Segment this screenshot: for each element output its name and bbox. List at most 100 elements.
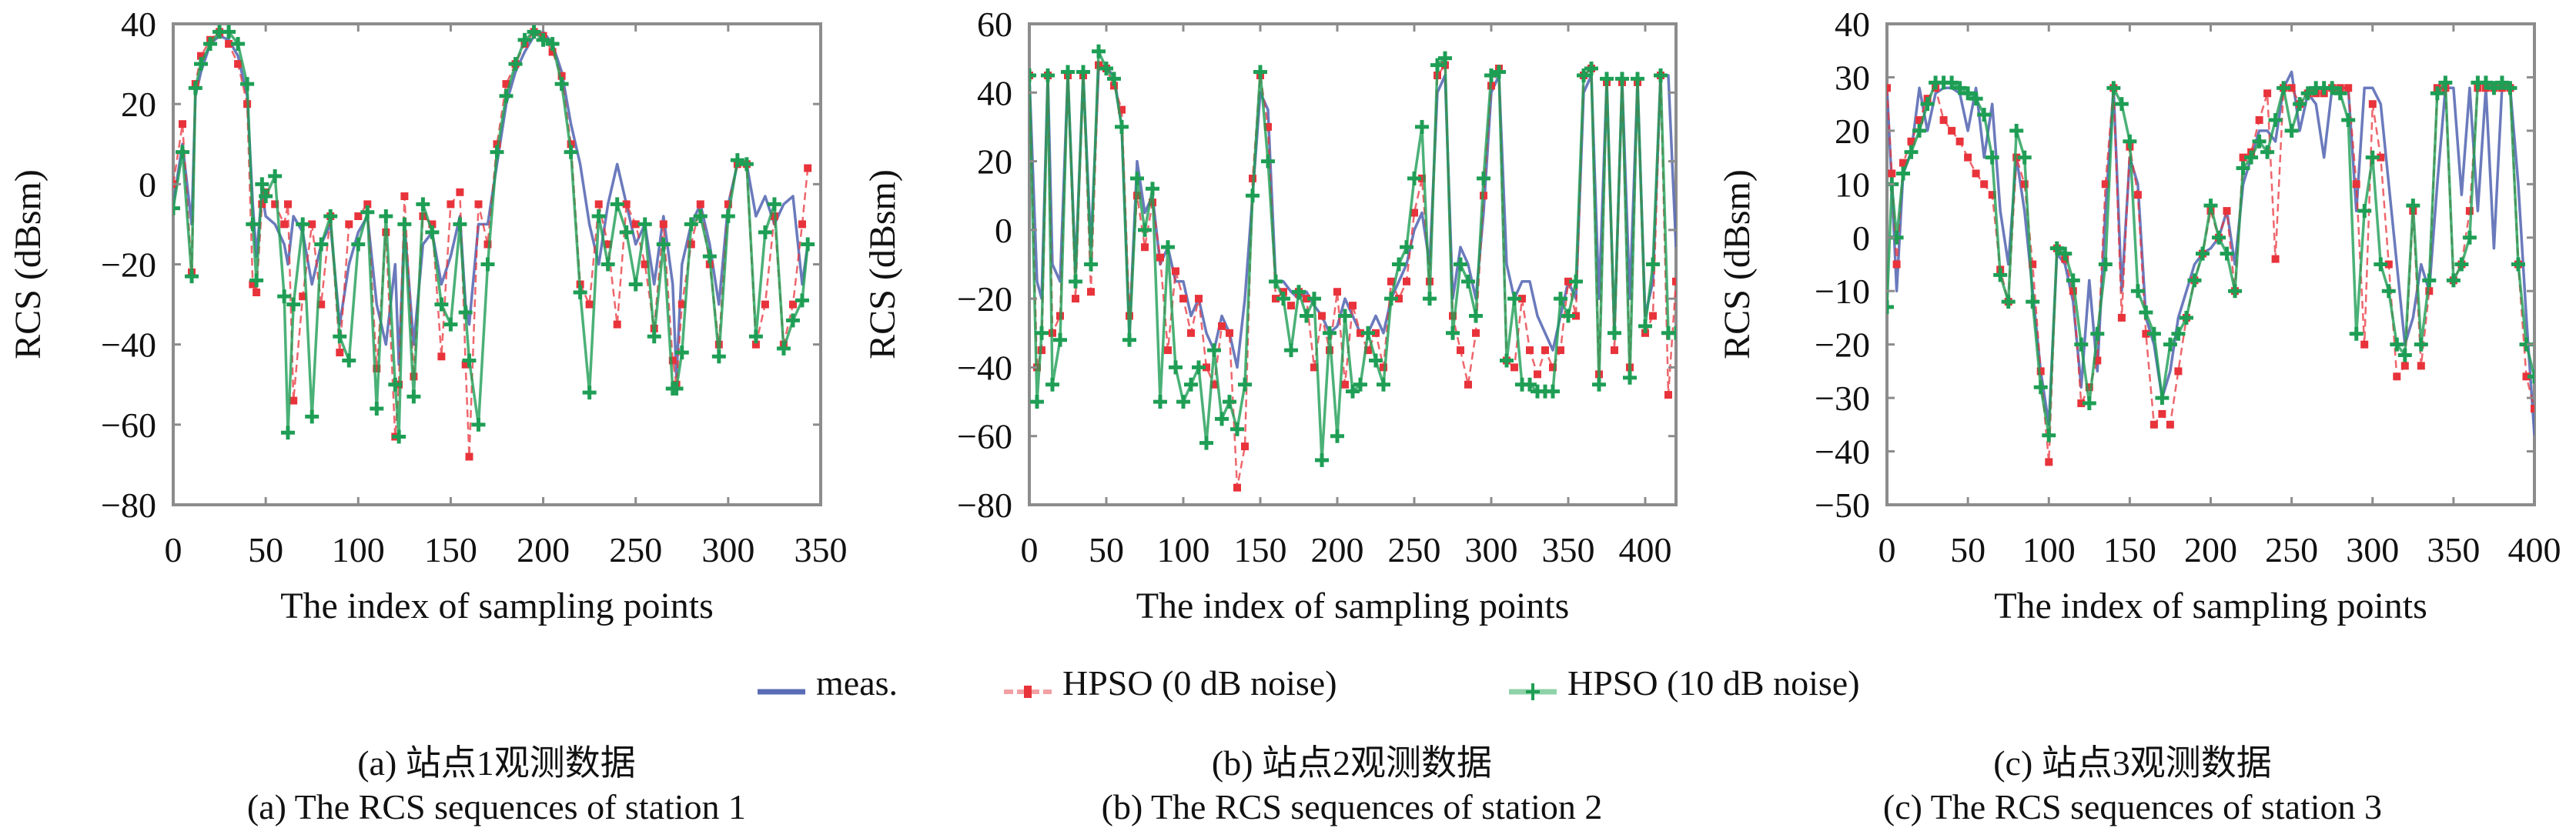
data-point-hpso-10db bbox=[2374, 257, 2388, 272]
data-point-hpso-10db bbox=[785, 313, 800, 328]
data-point-hpso-10db bbox=[2155, 391, 2170, 406]
data-point-hpso-0db bbox=[2158, 409, 2166, 418]
data-point-hpso-10db bbox=[669, 381, 684, 396]
data-point-hpso-10db bbox=[259, 189, 273, 203]
data-point-hpso-10db bbox=[392, 429, 406, 444]
data-point-hpso-0db bbox=[1172, 267, 1179, 275]
x-tick-label: 350 bbox=[2427, 530, 2480, 569]
data-point-hpso-10db bbox=[739, 157, 754, 172]
data-point-hpso-10db bbox=[2082, 396, 2096, 411]
data-point-hpso-10db bbox=[1423, 292, 1437, 306]
data-point-hpso-10db bbox=[1896, 166, 1911, 181]
data-point-hpso-0db bbox=[289, 396, 298, 405]
y-tick-label: −50 bbox=[1815, 486, 1870, 525]
x-tick-label: 350 bbox=[795, 530, 848, 569]
data-point-hpso-10db bbox=[1053, 332, 1067, 347]
data-point-hpso-0db bbox=[2101, 180, 2109, 189]
data-point-hpso-10db bbox=[1300, 309, 1313, 323]
data-point-hpso-0db bbox=[1141, 243, 1149, 252]
data-point-hpso-0db bbox=[804, 164, 812, 172]
legend-item-hpso-0db: HPSO (0 dB noise) bbox=[1002, 656, 1337, 709]
y-tick-label: −60 bbox=[957, 417, 1012, 456]
y-tick-label: 40 bbox=[121, 5, 156, 44]
data-point-hpso-10db bbox=[2009, 123, 2024, 138]
data-point-hpso-0db bbox=[798, 220, 806, 229]
data-point-hpso-0db bbox=[284, 200, 292, 209]
data-point-hpso-10db bbox=[619, 225, 634, 239]
data-point-hpso-0db bbox=[2085, 383, 2093, 392]
data-point-hpso-10db bbox=[2026, 295, 2040, 309]
data-point-hpso-0db bbox=[502, 80, 510, 88]
data-point-hpso-10db bbox=[1107, 72, 1121, 86]
data-point-hpso-10db bbox=[480, 257, 495, 272]
x-tick-label: 100 bbox=[2022, 530, 2076, 569]
data-point-hpso-10db bbox=[425, 225, 440, 239]
data-point-hpso-10db bbox=[222, 25, 236, 39]
y-axis-label: RCS (dBsm) bbox=[1717, 169, 1758, 359]
data-point-hpso-10db bbox=[1600, 72, 1614, 86]
data-point-hpso-10db bbox=[1945, 75, 1959, 90]
data-point-hpso-10db bbox=[2277, 81, 2291, 95]
data-point-hpso-10db bbox=[637, 217, 652, 232]
data-point-hpso-0db bbox=[1380, 363, 1387, 372]
data-point-hpso-10db bbox=[406, 389, 421, 404]
data-point-hpso-0db bbox=[2174, 367, 2183, 376]
x-tick-label: 250 bbox=[609, 530, 662, 569]
data-point-hpso-10db bbox=[674, 346, 689, 360]
data-point-hpso-10db bbox=[1130, 171, 1144, 185]
data-point-hpso-0db bbox=[1410, 209, 1418, 217]
data-point-hpso-0db bbox=[2465, 207, 2474, 215]
series-group bbox=[173, 25, 815, 461]
data-point-hpso-10db bbox=[2179, 310, 2193, 325]
data-point-hpso-10db bbox=[610, 197, 624, 212]
data-point-hpso-0db bbox=[1164, 346, 1172, 355]
data-point-hpso-10db bbox=[2090, 326, 2105, 341]
caption-cn-a: (a) 站点1观测数据 bbox=[357, 743, 636, 783]
data-point-hpso-0db bbox=[2077, 399, 2086, 408]
data-point-hpso-10db bbox=[1146, 182, 1159, 196]
data-point-hpso-10db bbox=[2284, 123, 2299, 138]
y-tick-label: 60 bbox=[977, 5, 1012, 44]
data-point-hpso-10db bbox=[1592, 377, 1606, 392]
data-point-hpso-0db bbox=[1272, 295, 1280, 303]
data-point-hpso-0db bbox=[1333, 288, 1341, 296]
data-point-hpso-10db bbox=[1045, 377, 1059, 392]
data-point-hpso-10db bbox=[1330, 429, 1344, 443]
data-point-hpso-10db bbox=[1631, 72, 1644, 86]
data-point-hpso-0db bbox=[1457, 346, 1464, 355]
data-point-hpso-10db bbox=[1446, 326, 1460, 340]
x-tick-label: 300 bbox=[1465, 530, 1518, 569]
data-point-hpso-0db bbox=[604, 240, 612, 249]
data-point-hpso-10db bbox=[2462, 230, 2477, 245]
data-point-hpso-10db bbox=[2503, 81, 2517, 95]
legend-marker-icon-hpso-10db bbox=[1507, 671, 1558, 700]
data-point-hpso-10db bbox=[1430, 58, 1444, 72]
data-point-hpso-10db bbox=[2511, 257, 2525, 272]
data-point-hpso-10db bbox=[1315, 452, 1329, 467]
data-point-hpso-10db bbox=[801, 237, 815, 252]
x-tick-label: 250 bbox=[2265, 530, 2318, 569]
data-point-hpso-0db bbox=[1118, 105, 1126, 114]
data-point-hpso-0db bbox=[1510, 363, 1518, 372]
data-point-hpso-10db bbox=[416, 197, 430, 212]
data-point-hpso-10db bbox=[2268, 113, 2283, 127]
caption-en-c: (c) The RCS sequences of station 3 bbox=[1882, 787, 2383, 826]
data-point-hpso-0db bbox=[249, 280, 257, 289]
data-point-hpso-0db bbox=[2045, 458, 2053, 466]
data-point-hpso-0db bbox=[1541, 346, 1549, 355]
data-point-hpso-0db bbox=[2271, 255, 2280, 263]
data-point-hpso-10db bbox=[2195, 246, 2210, 261]
data-point-hpso-0db bbox=[474, 200, 483, 209]
data-point-hpso-10db bbox=[1041, 68, 1055, 82]
data-point-hpso-0db bbox=[1210, 380, 1218, 389]
y-tick-label: −80 bbox=[957, 486, 1012, 525]
data-point-hpso-0db bbox=[299, 292, 307, 301]
x-tick-label: 400 bbox=[1619, 530, 1672, 569]
data-point-hpso-10db bbox=[2098, 257, 2113, 272]
data-point-hpso-10db bbox=[1207, 343, 1221, 358]
data-point-hpso-10db bbox=[2365, 150, 2380, 165]
x-tick-label: 100 bbox=[1157, 530, 1210, 569]
data-point-hpso-0db bbox=[1372, 329, 1380, 337]
data-point-hpso-10db bbox=[1199, 436, 1213, 450]
data-point-hpso-10db bbox=[2114, 97, 2129, 112]
